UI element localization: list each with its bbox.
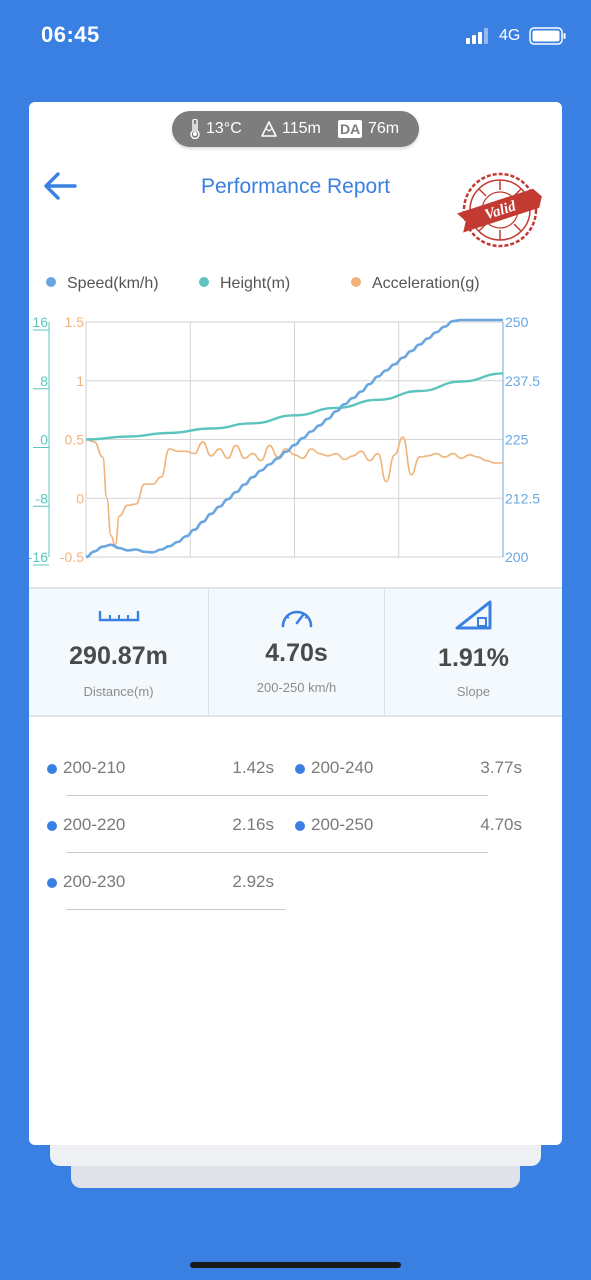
slope-icon [455,600,491,630]
density-altitude-value: 76m [368,120,400,137]
signal-icon [466,28,488,44]
stat-slope: 1.91% Slope [385,589,562,715]
time-label: 200-250 km/h [256,680,337,695]
split-range: 200-240 [311,758,374,777]
y-axis-tick-acceleration: 1 [76,373,84,389]
temperature-value: 13°C [206,120,242,137]
stats-panel: 290.87m Distance(m) 4.70s 200-250 km/h 1… [29,587,562,717]
slope-value: 1.91% [438,644,509,672]
y-axis-tick-height: 16 [32,314,48,330]
legend-label: Height(m) [220,275,291,292]
split-time: 4.70s [480,815,522,834]
y-axis-tick-acceleration: 0.5 [65,432,85,448]
report-card: 13°C 115m DA 76m Performance Report Vali [29,102,562,1145]
y-axis-tick-height: 8 [40,373,48,389]
y-axis-tick-height: 0 [40,432,48,448]
legend-label: Speed(km/h) [67,275,159,292]
thermometer-icon [190,119,200,139]
split-divider [225,795,488,796]
y-axis-tick-height: -8 [36,490,49,506]
status-time: 06:45 [41,22,100,47]
back-arrow-icon[interactable] [41,170,79,202]
split-divider [66,852,285,853]
y-axis-tick-speed: 250 [505,314,529,330]
y-axis-tick-height: -16 [29,549,48,565]
legend-item-acceleration: Acceleration(g) [351,274,480,294]
series-speed-line [85,318,503,559]
split-time: 3.77s [480,758,522,777]
legend-item-speed: Speed(km/h) [46,274,159,294]
split-row: 200-240 3.77s [225,742,522,799]
speedometer-icon [281,610,312,628]
split-range: 200-230 [63,872,126,891]
legend-dot [351,277,361,287]
y-axis-tick-acceleration: -0.5 [60,549,84,565]
split-range: 200-220 [63,815,126,834]
performance-chart: 16 8 0 -8 -16 1.5 1 0.5 0 -0.5 250 237.5 225 212.5 200 [29,314,540,566]
series-acceleration-line [85,436,503,547]
split-row: 200-220 2.16s [47,799,285,856]
page-title: Performance Report [200,175,391,198]
density-altitude-badge: DA [338,120,363,138]
distance-value: 290.87m [69,642,168,670]
stat-time: 4.70s 200-250 km/h [209,589,385,715]
slope-label: Slope [456,684,491,699]
split-range: 200-250 [311,815,374,834]
split-time: 1.42s [232,758,274,777]
y-axis-tick-speed: 237.5 [505,373,540,389]
split-dot [295,821,305,831]
ruler-icon [98,611,139,622]
legend-item-height: Height(m) [199,274,290,294]
valid-stamp-icon: Valid [456,172,542,248]
distance-label: Distance(m) [83,684,154,699]
split-row: 200-250 4.70s [225,799,522,856]
split-divider [66,795,285,796]
chart-legend: Speed(km/h) Height(m) Acceleration(g) [29,274,562,294]
conditions-pill: 13°C 115m DA 76m [172,111,419,147]
split-dot [295,764,305,774]
split-dot [47,878,57,888]
split-row: 200-230 2.92s [47,856,285,913]
split-time: 2.92s [232,872,274,891]
split-divider [66,909,285,910]
battery-icon [529,27,566,45]
legend-label: Acceleration(g) [372,275,480,292]
series-height-line [85,372,504,441]
y-axis-tick-speed: 225 [505,432,529,448]
status-bar: 06:45 4G [0,0,591,72]
split-divider [225,852,488,853]
split-row: 200-210 1.42s [47,742,285,799]
legend-dot [46,277,56,287]
home-indicator[interactable] [190,1262,401,1268]
split-dot [47,821,57,831]
split-range: 200-210 [63,758,126,777]
split-dot [47,764,57,774]
y-axis-tick-speed: 200 [505,549,529,565]
legend-dot [199,277,209,287]
y-axis-tick-speed: 212.5 [505,490,540,506]
altitude-value: 115m [282,120,321,137]
stat-distance: 290.87m Distance(m) [29,589,209,715]
network-label: 4G [499,27,521,44]
y-axis-tick-acceleration: 0 [76,490,84,506]
time-value: 4.70s [265,639,328,667]
split-time: 2.16s [232,815,274,834]
mountain-icon [261,121,277,137]
y-axis-tick-acceleration: 1.5 [65,314,85,330]
